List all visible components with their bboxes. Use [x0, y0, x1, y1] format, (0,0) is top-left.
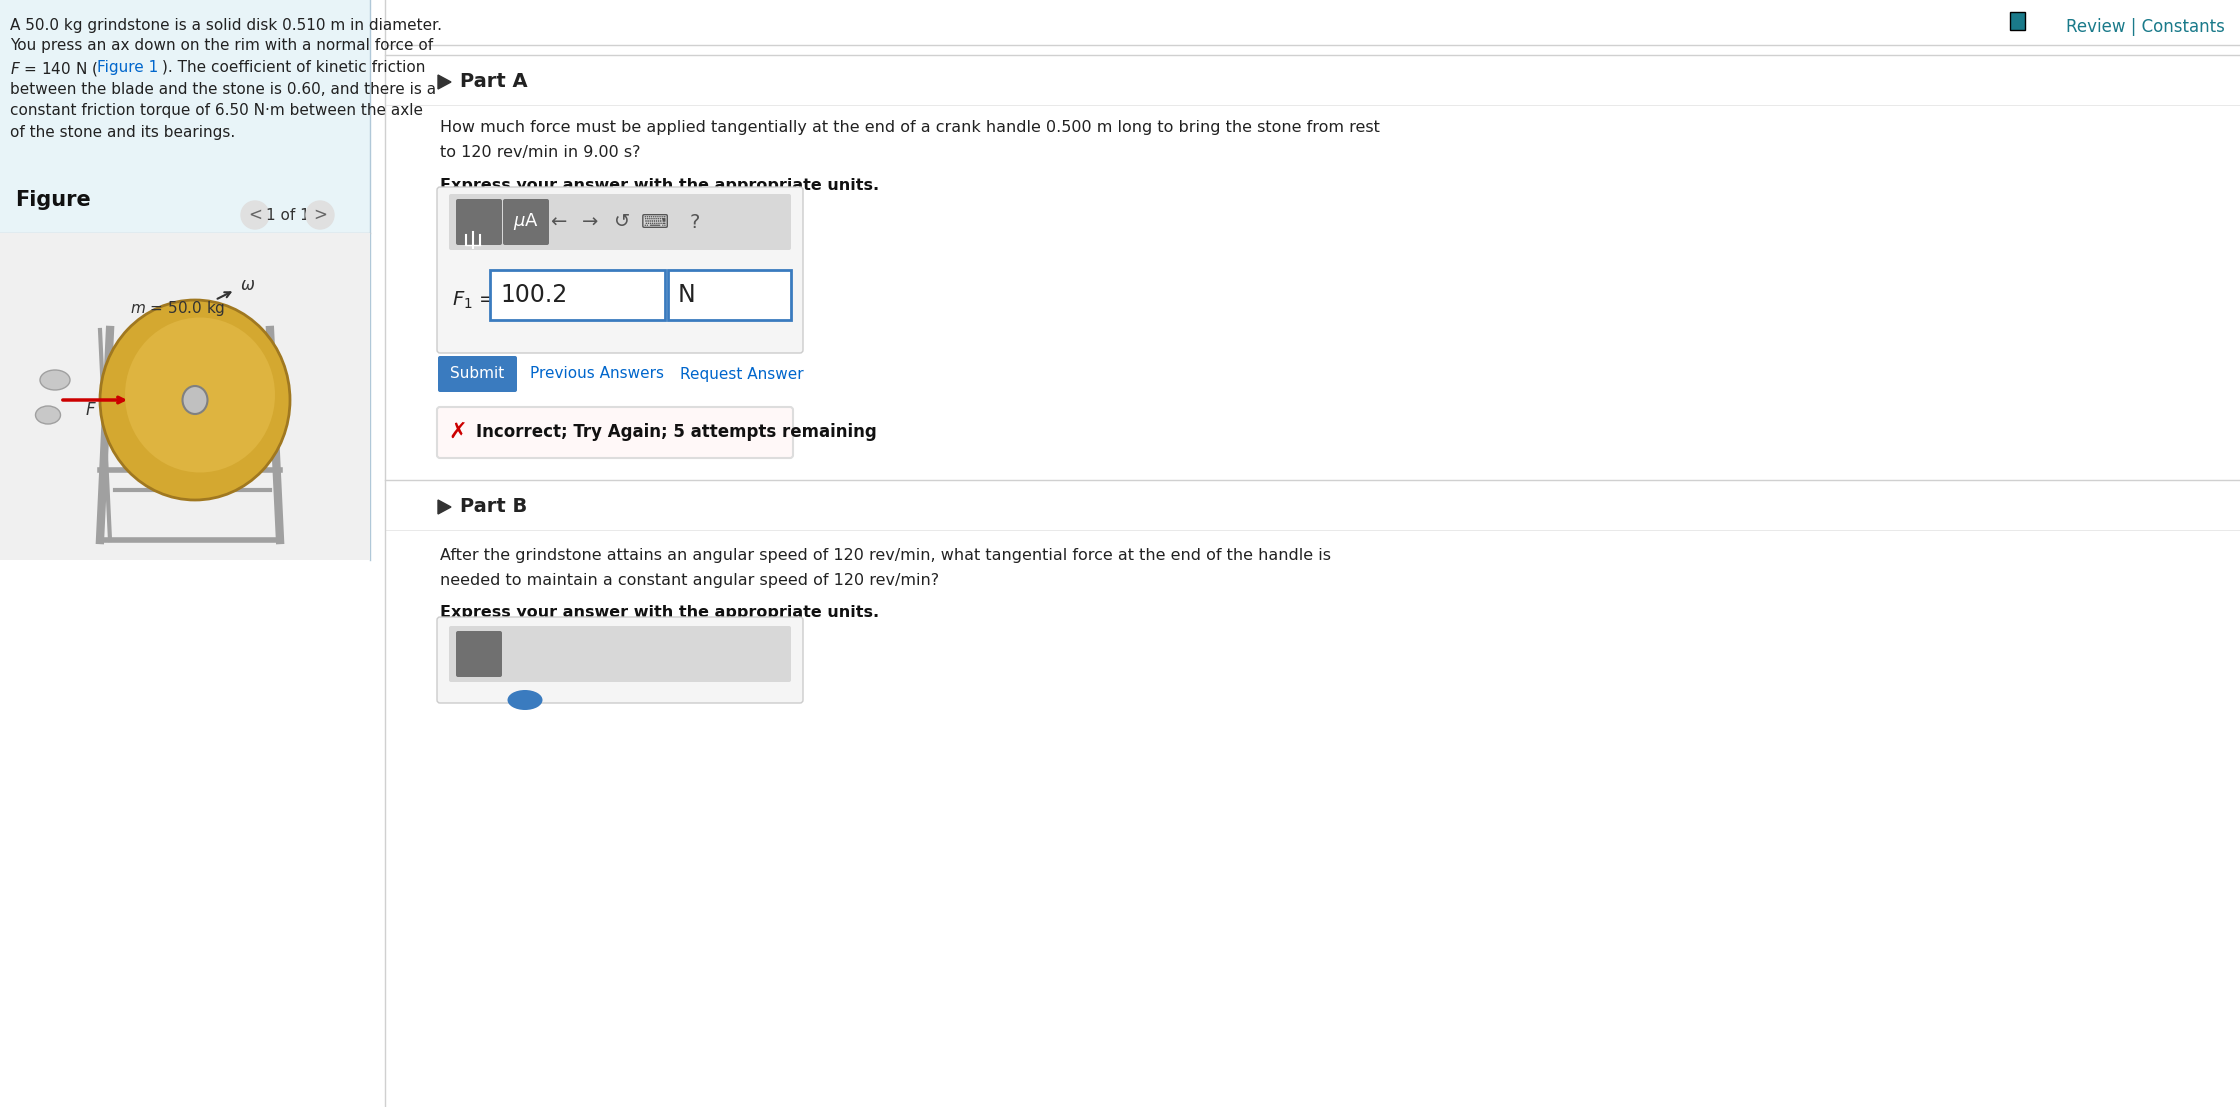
- Text: $F$: $F$: [85, 401, 96, 420]
- Ellipse shape: [125, 318, 276, 473]
- Text: $\mu$A: $\mu$A: [513, 211, 540, 232]
- FancyBboxPatch shape: [491, 270, 665, 320]
- Text: →: →: [582, 213, 598, 231]
- Polygon shape: [439, 500, 450, 514]
- Text: You press an ax down on the rim with a normal force of: You press an ax down on the rim with a n…: [9, 38, 432, 53]
- FancyBboxPatch shape: [448, 194, 791, 250]
- Text: $F$ = 140 N (: $F$ = 140 N (: [9, 60, 99, 77]
- FancyBboxPatch shape: [504, 199, 549, 245]
- Text: Express your answer with the appropriate units.: Express your answer with the appropriate…: [439, 178, 878, 193]
- FancyBboxPatch shape: [0, 232, 370, 560]
- FancyBboxPatch shape: [0, 0, 370, 560]
- FancyBboxPatch shape: [668, 270, 791, 320]
- Text: Previous Answers: Previous Answers: [531, 366, 663, 382]
- Text: $m$ = 50.0 kg: $m$ = 50.0 kg: [130, 299, 226, 318]
- Text: ↺: ↺: [614, 213, 629, 231]
- FancyBboxPatch shape: [457, 631, 502, 677]
- Text: ). The coefficient of kinetic friction: ). The coefficient of kinetic friction: [161, 60, 426, 75]
- Text: Review | Constants: Review | Constants: [2065, 18, 2224, 37]
- Ellipse shape: [508, 690, 542, 710]
- FancyBboxPatch shape: [437, 187, 802, 353]
- Ellipse shape: [40, 370, 69, 390]
- Text: ⌨: ⌨: [641, 213, 670, 231]
- Text: ?: ?: [690, 213, 701, 231]
- Ellipse shape: [101, 300, 289, 500]
- Polygon shape: [439, 75, 450, 89]
- FancyBboxPatch shape: [439, 356, 517, 392]
- Circle shape: [307, 201, 334, 229]
- Text: Incorrect; Try Again; 5 attempts remaining: Incorrect; Try Again; 5 attempts remaini…: [475, 423, 876, 441]
- Text: <: <: [249, 206, 262, 224]
- FancyBboxPatch shape: [2009, 12, 2025, 30]
- FancyBboxPatch shape: [437, 407, 793, 458]
- Text: After the grindstone attains an angular speed of 120 rev/min, what tangential fo: After the grindstone attains an angular …: [439, 548, 1331, 563]
- Text: Submit: Submit: [450, 366, 504, 382]
- Text: 1 of 1: 1 of 1: [267, 207, 309, 223]
- Text: constant friction torque of 6.50 N·m between the axle: constant friction torque of 6.50 N·m bet…: [9, 103, 423, 118]
- Text: ✗: ✗: [448, 422, 468, 442]
- Text: A 50.0 kg grindstone is a solid disk 0.510 m in diameter.: A 50.0 kg grindstone is a solid disk 0.5…: [9, 18, 441, 33]
- FancyBboxPatch shape: [457, 199, 502, 245]
- Text: 100.2: 100.2: [500, 283, 567, 307]
- Text: N: N: [679, 283, 697, 307]
- Text: ←: ←: [549, 213, 567, 231]
- FancyBboxPatch shape: [437, 617, 802, 703]
- Text: Express your answer with the appropriate units.: Express your answer with the appropriate…: [439, 606, 878, 620]
- Text: Figure 1: Figure 1: [96, 60, 159, 75]
- Text: Part B: Part B: [459, 497, 526, 516]
- Ellipse shape: [181, 386, 208, 414]
- Text: needed to maintain a constant angular speed of 120 rev/min?: needed to maintain a constant angular sp…: [439, 573, 939, 588]
- FancyBboxPatch shape: [448, 625, 791, 682]
- Text: >: >: [314, 206, 327, 224]
- Circle shape: [242, 201, 269, 229]
- Text: of the stone and its bearings.: of the stone and its bearings.: [9, 125, 235, 139]
- Text: between the blade and the stone is 0.60, and there is a: between the blade and the stone is 0.60,…: [9, 82, 437, 97]
- Text: to 120 rev/min in 9.00 s?: to 120 rev/min in 9.00 s?: [439, 145, 641, 161]
- Text: $\omega$: $\omega$: [240, 276, 255, 294]
- Text: Figure: Figure: [16, 190, 92, 210]
- Text: $F_1$ =: $F_1$ =: [452, 289, 495, 311]
- Ellipse shape: [36, 406, 60, 424]
- Text: How much force must be applied tangentially at the end of a crank handle 0.500 m: How much force must be applied tangentia…: [439, 120, 1380, 135]
- Text: Request Answer: Request Answer: [681, 366, 804, 382]
- Text: Part A: Part A: [459, 72, 529, 91]
